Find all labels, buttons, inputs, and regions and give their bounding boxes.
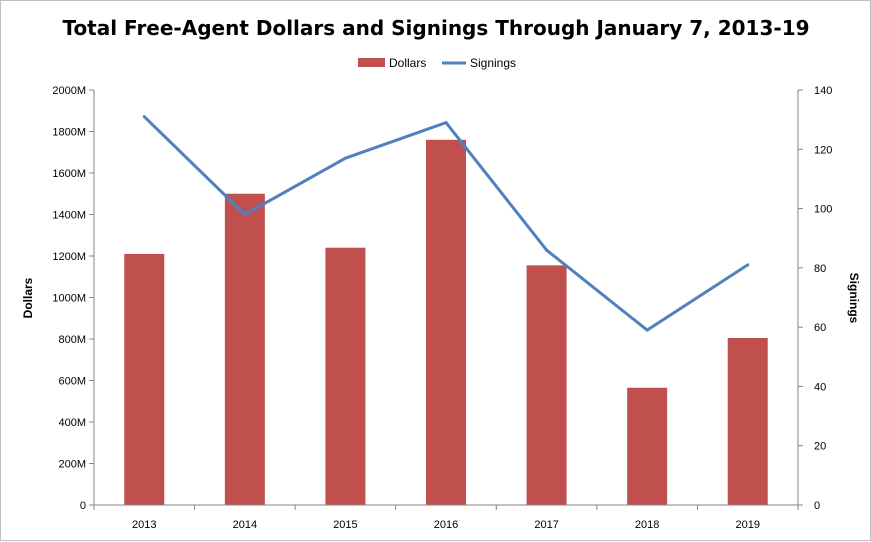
y-tick-label-2: 400M bbox=[58, 417, 86, 429]
x-tick-label-2016: 2016 bbox=[434, 519, 458, 531]
signings-point-2016 bbox=[444, 121, 448, 125]
y-tick-label-1: 200M bbox=[58, 459, 86, 471]
signings-point-2013 bbox=[142, 115, 146, 119]
legend: Dollars Signings bbox=[358, 56, 516, 70]
x-tick-label-2017: 2017 bbox=[534, 519, 558, 531]
x-tick-label-2018: 2018 bbox=[635, 519, 659, 531]
y-tick-label-5: 1000M bbox=[52, 293, 86, 305]
bar-2017 bbox=[526, 265, 567, 505]
y-tick-label-4: 800M bbox=[58, 334, 86, 346]
signings-point-2014 bbox=[243, 213, 247, 216]
y-tick-label-8: 1600M bbox=[52, 168, 86, 180]
y2-axis-title: Signings bbox=[847, 273, 861, 324]
y2-tick-label-4: 80 bbox=[814, 263, 826, 275]
bar-2019 bbox=[727, 337, 768, 505]
x-tick-label-2014: 2014 bbox=[233, 519, 257, 531]
y-tick-label-9: 1800M bbox=[52, 127, 86, 139]
signings-point-2017 bbox=[545, 248, 549, 252]
y2-tick-label-0: 0 bbox=[814, 500, 820, 512]
chart-title: Total Free-Agent Dollars and Signings Th… bbox=[62, 16, 809, 40]
y2-tick-label-5: 100 bbox=[814, 204, 832, 216]
bar-2015 bbox=[325, 247, 366, 505]
y2-tick-label-6: 120 bbox=[814, 144, 832, 156]
x-tick-label-2019: 2019 bbox=[735, 519, 759, 531]
signings-point-2015 bbox=[343, 156, 347, 160]
y-tick-label-3: 600M bbox=[58, 376, 86, 388]
legend-swatch-dollars bbox=[358, 58, 385, 67]
y2-tick-label-3: 60 bbox=[814, 322, 826, 334]
y2-tick-label-2: 40 bbox=[814, 381, 826, 393]
legend-label-dollars: Dollars bbox=[389, 56, 426, 70]
y-tick-label-6: 1200M bbox=[52, 251, 86, 263]
x-tick-label-2013: 2013 bbox=[132, 519, 156, 531]
y2-tick-label-1: 20 bbox=[814, 441, 826, 453]
bar-2018 bbox=[627, 387, 668, 505]
x-tick-label-2015: 2015 bbox=[333, 519, 357, 531]
signings-point-2019 bbox=[746, 263, 750, 267]
plot-area: 0 200M 400M 600M 800M 1000M 1200M 1400M 1600M 180… bbox=[52, 85, 832, 531]
legend-label-signings: Signings bbox=[470, 56, 516, 70]
signings-point-2018 bbox=[645, 328, 649, 332]
y2-tick-label-7: 140 bbox=[814, 85, 832, 97]
bar-2014 bbox=[224, 193, 265, 505]
y-tick-label-7: 1400M bbox=[52, 210, 86, 222]
bar-2016 bbox=[426, 139, 466, 506]
bar-2013 bbox=[124, 253, 165, 505]
y-axis-title: Dollars bbox=[21, 277, 35, 318]
y-tick-label-10: 2000M bbox=[52, 85, 86, 97]
y-tick-label-0: 0 bbox=[80, 500, 86, 512]
